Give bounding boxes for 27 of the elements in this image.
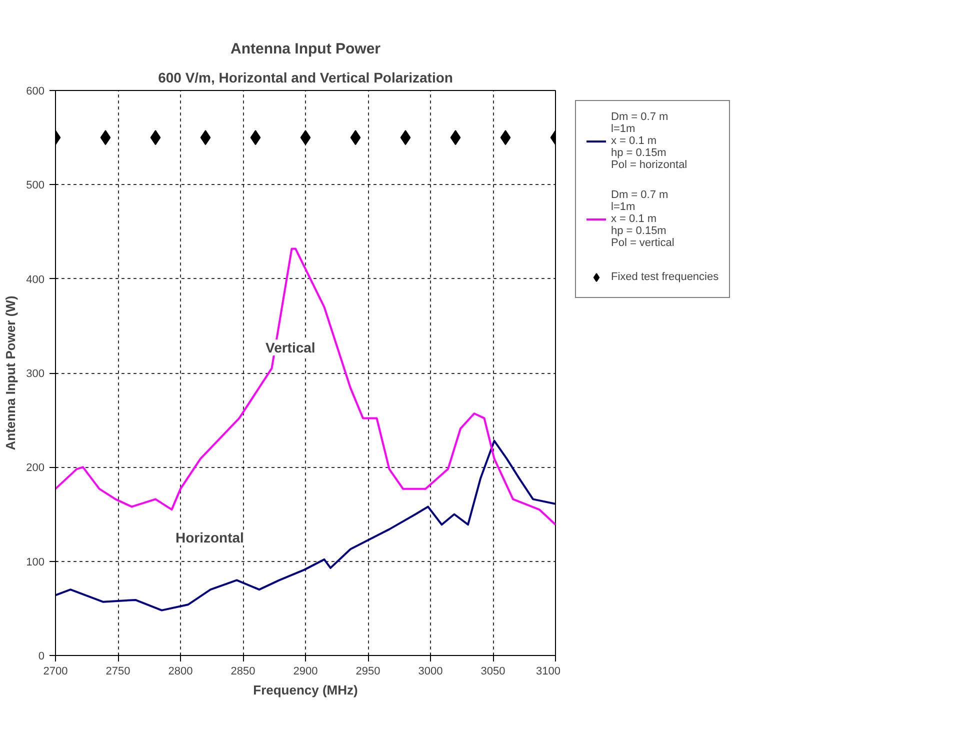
- y-tick-label: 300: [26, 368, 45, 380]
- annotation: Horizontal: [176, 530, 244, 546]
- x-tick-label: 2950: [356, 666, 380, 678]
- y-tick-label: 500: [26, 180, 45, 192]
- annotation: Vertical: [266, 340, 316, 356]
- chart-title: Antenna Input Power: [230, 40, 381, 58]
- y-tick-label: 100: [26, 556, 45, 568]
- x-tick-label: 3050: [480, 666, 506, 678]
- x-tick-label: 2900: [293, 666, 318, 678]
- y-tick-label: 0: [38, 650, 45, 662]
- x-tick-label: 3100: [536, 666, 561, 678]
- legend-label: Dm = 0.7 m l=1m x = 0.1 m hp = 0.15m Pol = horizontal: [611, 111, 688, 171]
- chart-subtitle: 600 V/m, Horizontal and Vertical Polarization: [158, 70, 453, 86]
- legend-label: Fixed test frequencies: [611, 271, 719, 283]
- y-tick-label: 200: [26, 462, 45, 474]
- x-tick-label: 2850: [230, 666, 256, 678]
- x-axis-title: Frequency (MHz): [253, 682, 358, 698]
- y-axis-title: Antenna Input Power (W): [3, 296, 18, 450]
- x-tick-label: 2750: [106, 666, 130, 678]
- y-tick-label: 400: [26, 274, 45, 286]
- x-tick-label: 2800: [168, 666, 193, 678]
- x-tick-label: 3000: [418, 666, 443, 678]
- legend-label: Dm = 0.7 m l=1m x = 0.1 m hp = 0.15m Pol = vertical: [611, 189, 674, 249]
- y-tick-label: 600: [26, 86, 45, 98]
- line-series: [56, 248, 556, 526]
- line-series: [56, 440, 556, 612]
- x-tick-label: 2700: [43, 666, 68, 678]
